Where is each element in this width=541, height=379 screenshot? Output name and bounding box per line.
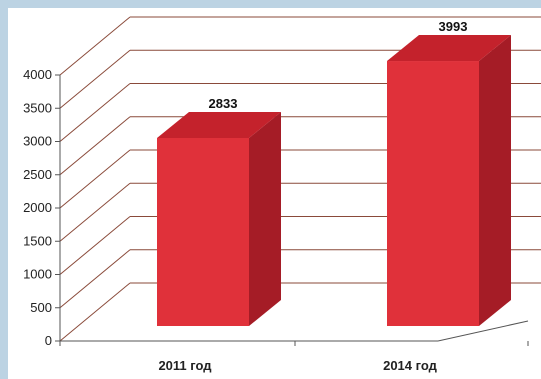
gridline-slant: [59, 249, 131, 309]
bar-2[interactable]: [387, 61, 479, 326]
y-tick-label: 2500: [23, 167, 52, 182]
x-category-label: 2011 год: [158, 358, 212, 373]
x-category-label: 2014 год: [383, 358, 438, 373]
y-tick-label: 2000: [23, 200, 52, 215]
gridline-slant: [59, 83, 131, 142]
bar-side-1: [249, 112, 281, 326]
gridline-slant: [59, 149, 131, 209]
gridline-slant: [59, 16, 131, 76]
bar-chart: 0 500 1000 1500 2000 2500 3000 3500 4000 2833 2011…: [23, 16, 541, 373]
bar-side-2: [479, 35, 511, 326]
gridline-slant: [59, 182, 131, 242]
y-tick-label: 1000: [23, 267, 52, 282]
bar-1[interactable]: [157, 138, 249, 326]
data-label-2: 3993: [439, 19, 468, 34]
y-tick-label: 500: [30, 300, 52, 315]
bar-top-2: [387, 35, 511, 62]
bar-top-1: [157, 112, 281, 138]
gridline-slant: [59, 216, 131, 275]
y-tick-label: 3000: [23, 134, 52, 149]
gridline-slant: [59, 116, 131, 176]
gridline-slant: [59, 282, 131, 342]
y-tick-label: 4000: [23, 67, 52, 82]
y-tick-label: 3500: [23, 100, 52, 115]
chart-frame: 0 500 1000 1500 2000 2500 3000 3500 4000 2833 2011…: [8, 8, 541, 379]
data-label-1: 2833: [209, 96, 238, 111]
y-tick-label: 0: [45, 333, 52, 348]
floor-edge: [437, 320, 529, 342]
y-tick-label: 1500: [23, 233, 52, 248]
gridline-slant: [59, 49, 131, 109]
